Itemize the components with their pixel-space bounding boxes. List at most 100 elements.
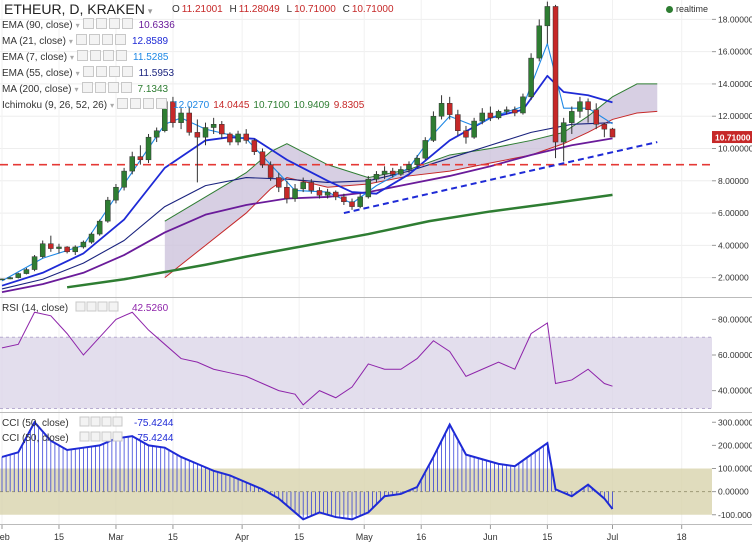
legend-control-icon[interactable] [121,18,133,29]
candle[interactable] [276,172,282,193]
candle[interactable] [365,175,372,199]
legend-control-icon[interactable] [108,301,119,312]
candle[interactable] [560,117,567,162]
candle[interactable] [487,106,494,122]
candle[interactable] [528,53,534,101]
candle[interactable] [227,132,233,146]
candle[interactable] [471,117,477,139]
candle[interactable] [414,154,420,168]
cci-panel[interactable]: 300.0000 200.0000 100.0000 0.00000 -100.0000… [0,412,752,521]
legend-control-icon[interactable] [95,66,107,77]
candle[interactable] [609,127,616,138]
candle[interactable] [316,187,323,199]
candle[interactable] [381,166,388,180]
candle[interactable] [389,167,396,178]
candle[interactable] [438,95,445,120]
legend-control-icon[interactable] [108,18,120,29]
chevron-down-icon[interactable]: ▾ [110,101,115,110]
legend-control-icon[interactable] [75,34,87,45]
legend-control-icon[interactable] [130,98,142,109]
candle[interactable] [430,111,437,143]
price-panel[interactable]: 18.00000 16.00000 14.00000 12.00000 10.00000… [0,0,752,524]
candle[interactable] [15,272,22,279]
candle[interactable] [577,96,583,118]
candle[interactable] [48,235,54,252]
candle[interactable] [373,171,380,183]
candle[interactable] [601,122,608,138]
legend-row[interactable]: MA (21, close) ▾ 12.8589 [2,34,168,48]
chevron-down-icon[interactable]: ▾ [147,6,153,16]
candle[interactable] [39,240,46,259]
candle[interactable] [479,108,486,125]
candle[interactable] [137,145,144,165]
legend-control-icon[interactable] [94,82,106,93]
candle[interactable] [0,278,5,281]
legend-row[interactable]: EMA (7, close) ▾ 11.5285 [2,50,168,64]
legend-control-icon[interactable] [121,66,133,77]
candle[interactable] [284,180,290,204]
legend-control-icon[interactable] [112,431,123,442]
symbol-title[interactable]: ETHEUR, D, KRAKEN ▾ [4,1,152,17]
candle[interactable] [503,106,510,115]
candle[interactable] [267,161,274,181]
candle[interactable] [210,117,217,134]
legend-control-icon[interactable] [81,82,93,93]
legend-control-icon[interactable] [112,416,123,427]
time-axis[interactable]: Feb 15 Mar 15 Apr 15 May 16 Jun 15 Jul 18 [0,524,752,543]
chevron-down-icon[interactable]: ▾ [75,69,80,78]
cci-legend-controls[interactable] [79,431,123,442]
legend-control-icon[interactable] [103,50,115,61]
candle[interactable] [153,127,160,143]
candle[interactable] [259,148,266,168]
candle[interactable] [72,245,79,256]
legend-control-icon[interactable] [116,50,128,61]
legend-control-icon[interactable] [82,66,94,77]
candle[interactable] [512,106,518,117]
candle[interactable] [552,4,559,159]
legend-control-icon[interactable] [97,301,108,312]
legend-control-icon[interactable] [143,98,155,109]
candle[interactable] [536,19,542,62]
candle[interactable] [357,193,363,209]
candle[interactable] [585,98,591,123]
candle[interactable] [7,276,13,280]
candle[interactable] [495,109,502,120]
candle[interactable] [219,121,225,139]
legend-row[interactable]: MA (200, close) ▾ 7.1343 [2,82,168,96]
candle[interactable] [31,255,38,272]
candle[interactable] [422,137,429,160]
candle[interactable] [80,240,87,249]
legend-control-icon[interactable] [101,431,112,442]
candle[interactable] [398,166,404,176]
chevron-down-icon[interactable]: ▾ [75,21,80,30]
trendline-dashed[interactable] [343,141,658,215]
candle[interactable] [23,267,30,275]
cci-legend-controls[interactable] [79,416,123,427]
legend-control-icon[interactable] [114,34,126,45]
candle[interactable] [243,129,249,144]
legend-control-icon[interactable] [117,98,129,109]
legend-control-icon[interactable] [77,50,89,61]
legend-control-icon[interactable] [88,34,100,45]
legend-row[interactable]: Ichimoku (9, 26, 52, 26) ▾ 12.0270 14.0445 1… [2,98,364,112]
legend-control-icon[interactable] [90,50,102,61]
legend-control-icon[interactable] [90,431,101,442]
legend-control-icon[interactable] [120,82,132,93]
candle[interactable] [235,130,241,146]
candle[interactable] [300,177,306,193]
candle[interactable] [593,103,599,130]
candle[interactable] [251,138,258,155]
candle[interactable] [520,93,526,115]
candle[interactable] [202,122,209,146]
candle[interactable] [105,196,111,223]
candle[interactable] [446,96,453,120]
legend-control-icon[interactable] [101,34,113,45]
legend-control-icon[interactable] [82,18,94,29]
candle[interactable] [455,109,461,136]
candle[interactable] [170,96,176,128]
candle[interactable] [324,188,331,199]
legend-control-icon[interactable] [95,18,107,29]
chevron-down-icon[interactable]: ▾ [70,53,75,62]
